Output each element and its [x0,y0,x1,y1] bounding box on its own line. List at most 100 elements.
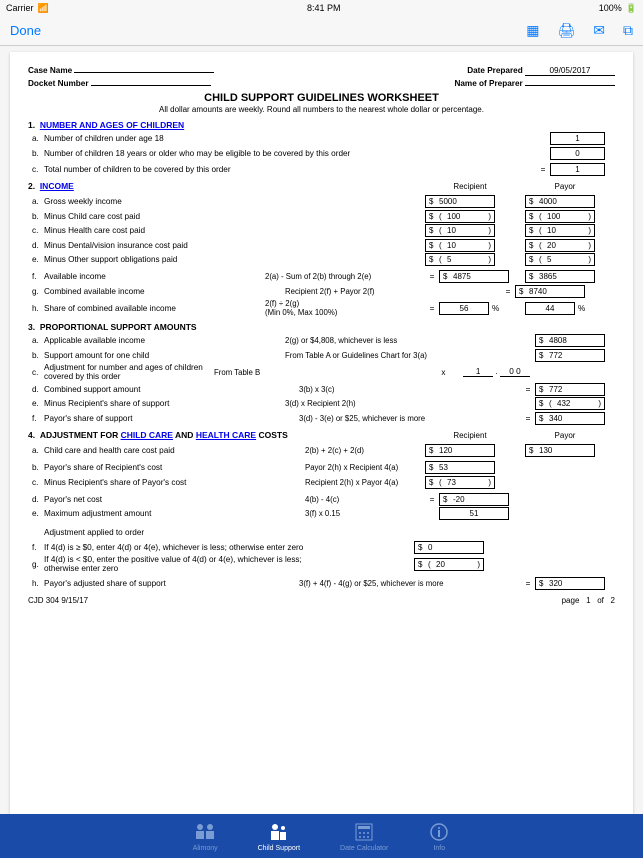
s4e-desc: Maximum adjustment amount [44,509,305,518]
s2b-desc: Minus Child care cost paid [44,212,425,221]
s4c-value: $(73) [425,476,495,489]
document-page: Case Name Date Prepared 09/05/2017 Docke… [10,52,633,814]
s2f-formula: 2(a) - Sum of 2(b) through 2(e) [265,272,425,281]
s2c-r: $(10) [425,224,495,237]
tab-child-support-label: Child Support [258,845,300,852]
s4a-formula: 2(b) + 2(c) + 2(d) [305,446,425,455]
s3d-desc: Combined support amount [44,385,299,394]
s2h-desc: Share of combined available income [44,304,265,313]
doc-title: CHILD SUPPORT GUIDELINES WORKSHEET [28,92,615,104]
s3d-value: $772 [535,383,605,396]
case-name-field [74,72,214,73]
tab-alimony[interactable]: Alimony [193,821,218,852]
s2a-p: $4000 [525,195,595,208]
date-prepared-value: 09/05/2017 [525,66,615,76]
s2g-desc: Combined available income [44,287,285,296]
s4h-formula: 3(f) + 4(f) - 4(g) or $25, whichever is … [299,579,459,588]
s1c-value: 1 [550,163,605,176]
s2d-p: $(20) [525,239,595,252]
s2f-desc: Available income [44,272,265,281]
s3f-formula: 3(d) - 3(e) or $25, whichever is more [299,414,459,423]
s3b-desc: Support amount for one child [44,351,285,360]
s2d-desc: Minus Dental/vision insurance cost paid [44,241,425,250]
tab-date-calculator[interactable]: Date Calculator [340,821,388,852]
s3f-value: $340 [535,412,605,425]
s3e-value: $(432) [535,397,605,410]
s4g-desc: If 4(d) is < $0, enter the positive valu… [44,555,324,573]
s2f-p: $3865 [525,270,595,283]
carrier-label: Carrier [6,3,34,13]
section-4-head: 4. ADJUSTMENT FOR CHILD CARE AND HEALTH … [28,430,425,440]
top-toolbar: Done ▦ 🖨 ✉ ⧉ [0,16,643,46]
s4c-desc: Minus Recipient's share of Payor's cost [44,478,305,487]
tab-child-support[interactable]: Child Support [258,821,300,852]
section-1-head: 1. NUMBER AND AGES OF CHILDREN [28,120,615,130]
case-name-label: Case Name [28,66,72,75]
s3e-desc: Minus Recipient's share of support [44,399,285,408]
doc-subtitle: All dollar amounts are weekly. Round all… [28,105,615,114]
grid-icon[interactable]: ▦ [526,22,539,39]
s4d-formula: 4(b) - 4(c) [305,495,425,504]
calculator-icon [353,821,375,843]
s4d-value: $-20 [439,493,509,506]
s4b-desc: Payor's share of Recipient's cost [44,463,305,472]
s2a-r: $5000 [425,195,495,208]
s3e-formula: 3(d) x Recipient 2(h) [285,399,445,408]
date-prepared-label: Date Prepared [467,66,523,75]
s4g-value: $(20) [414,558,484,571]
docket-field [91,85,211,86]
s2g-value: $8740 [515,285,585,298]
s3c-desc: Adjustment for number and ages of childr… [44,363,214,381]
footer-right: page 1 of 2 [562,596,615,605]
status-bar: Carrier 📶 8:41 PM 100% 🔋 [0,0,643,16]
tab-info[interactable]: Info [428,821,450,852]
s2e-desc: Minus Other support obligations paid [44,255,425,264]
s4-applied-label: Adjustment applied to order [44,528,615,537]
s2b-r: $(100) [425,210,495,223]
s4a-r: $120 [425,444,495,457]
s3d-formula: 3(b) x 3(c) [299,385,459,394]
child-support-icon [268,821,290,843]
s4b-value: $53 [425,461,495,474]
s4e-formula: 3(f) x 0.15 [305,509,425,518]
s2h-formula: 2(f) ÷ 2(g)(Min 0%, Max 100%) [265,299,425,317]
dropbox-icon[interactable]: ⧉ [623,22,633,39]
preparer-field [525,85,615,86]
s2-recipient-head: Recipient [425,182,515,191]
s4b-formula: Payor 2(h) x Recipient 4(a) [305,463,425,472]
s4c-formula: Recipient 2(h) x Payor 4(a) [305,478,425,487]
s2e-r: $(5) [425,253,495,266]
s2b-p: $(100) [525,210,595,223]
s3a-value: $4808 [535,334,605,347]
s2h-r: 56 [439,302,489,315]
battery-icon: 🔋 [626,3,637,14]
docket-label: Docket Number [28,79,89,88]
wifi-icon: 📶 [38,3,49,14]
s1a-value: 1 [550,132,605,145]
s2c-p: $(10) [525,224,595,237]
s2c-desc: Minus Health care cost paid [44,226,425,235]
s3b-value: $772 [535,349,605,362]
tab-date-calc-label: Date Calculator [340,845,388,852]
s3c-formula: From Table B [214,368,374,377]
s2a-desc: Gross weekly income [44,197,425,206]
tab-alimony-label: Alimony [193,845,218,852]
s1b-desc: Number of children 18 years or older who… [44,149,550,158]
s2h-p: 44 [525,302,575,315]
mail-icon[interactable]: ✉ [593,22,605,39]
tab-info-label: Info [433,845,445,852]
s4f-value: $0 [414,541,484,554]
s4-payor-head: Payor [515,431,615,440]
s4h-value: $320 [535,577,605,590]
done-button[interactable]: Done [10,23,41,38]
s4f-desc: If 4(d) is ≥ $0, enter 4(d) or 4(e), whi… [44,543,324,552]
s3a-formula: 2(g) or $4,808, whichever is less [285,336,445,345]
battery-label: 100% [599,3,622,13]
s4a-desc: Child care and health care cost paid [44,446,305,455]
s1c-desc: Total number of children to be covered b… [44,165,536,174]
print-icon[interactable]: 🖨 [557,22,575,39]
s3b-formula: From Table A or Guidelines Chart for 3(a… [285,351,445,360]
section-3-head: 3. PROPORTIONAL SUPPORT AMOUNTS [28,322,615,332]
alimony-icon [194,821,216,843]
s3a-desc: Applicable available income [44,336,285,345]
